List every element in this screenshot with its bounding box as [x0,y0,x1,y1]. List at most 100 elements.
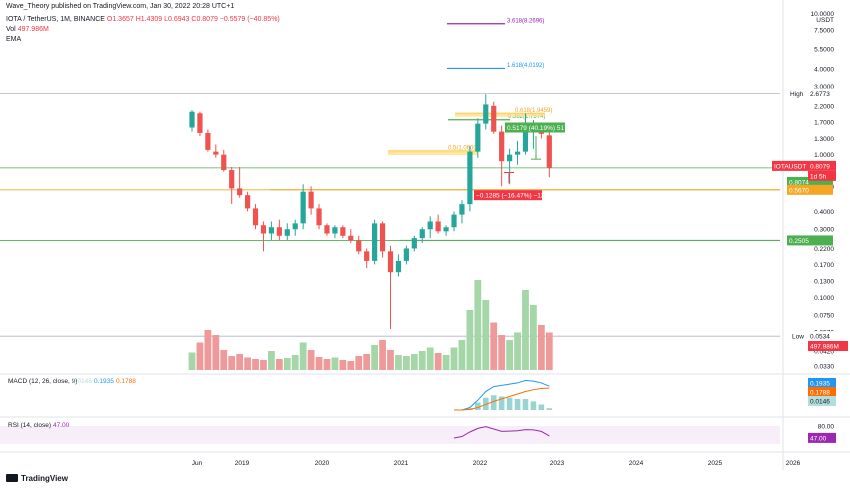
macd-line[interactable] [454,379,550,411]
candle-body[interactable] [252,208,259,226]
volume-bar[interactable] [537,325,545,370]
volume-bar[interactable] [522,290,529,370]
volume-bar[interactable] [188,352,196,371]
volume-bar[interactable] [307,350,315,370]
candle-body[interactable] [522,127,529,152]
candle-body[interactable] [499,131,505,162]
candle-body[interactable] [229,170,235,189]
volume-bar[interactable] [339,360,347,370]
candle-body[interactable] [475,123,481,152]
candle-body[interactable] [507,154,513,162]
rsi-title[interactable]: RSI (14, close) [8,422,51,429]
volume-bar[interactable] [410,354,418,370]
candle-body[interactable] [364,251,370,261]
volume-bar[interactable] [299,342,307,371]
volume-bar[interactable] [244,357,251,371]
candle-body[interactable] [276,227,282,236]
candle-body[interactable] [435,221,441,232]
candle-body[interactable] [427,221,433,230]
volume-bar[interactable] [315,357,323,370]
volume-bar[interactable] [450,347,458,371]
volume-bar[interactable] [498,335,506,370]
volume-bar[interactable] [371,345,379,370]
candle-body[interactable] [395,260,402,273]
volume-bar[interactable] [426,347,434,371]
symbol-name[interactable]: IOTA / TetherUS, 1M, BINANCE [6,16,105,23]
candle-body[interactable] [237,188,243,196]
volume-bar[interactable] [236,354,244,370]
volume-bar[interactable] [482,300,490,370]
candle-body[interactable] [348,235,354,241]
volume-bar[interactable] [331,357,339,371]
candle-body[interactable] [491,105,497,132]
ema-legend[interactable]: EMA [6,36,22,43]
candle-body[interactable] [356,240,362,252]
candle-body[interactable] [268,227,274,234]
candle-body[interactable] [300,191,306,224]
volume-bar[interactable] [347,361,355,370]
candle-body[interactable] [483,104,489,124]
volume-bar[interactable] [260,360,267,370]
candle-body[interactable] [546,135,552,168]
candle-body[interactable] [387,251,394,273]
volume-bar[interactable] [395,355,402,370]
volume-bar[interactable] [252,359,259,370]
volume-legend[interactable]: Vol 497.986M [6,25,49,34]
volume-bar[interactable] [434,353,442,370]
candle-body[interactable] [189,111,195,128]
candle-body[interactable] [308,191,314,209]
candle-body[interactable] [443,227,449,232]
candle-body[interactable] [379,223,386,252]
price-tick-label: 0.2200 [814,246,834,253]
candle-body[interactable] [244,195,251,209]
candle-body[interactable] [467,151,473,205]
volume-bar[interactable] [355,356,363,370]
rsi-line[interactable] [453,426,550,439]
volume-bar[interactable] [228,356,236,370]
candle-body[interactable] [213,151,219,155]
volume-bar[interactable] [458,340,466,370]
candle-body[interactable] [221,154,227,171]
volume-bar[interactable] [196,342,204,371]
candle-body[interactable] [403,248,409,261]
volume-bar[interactable] [402,356,410,370]
candle-body[interactable] [372,223,378,261]
volume-bar[interactable] [268,351,275,370]
volume-bar[interactable] [545,332,553,371]
volume-bar[interactable] [466,310,474,370]
volume-bar[interactable] [379,340,386,370]
candle-body[interactable] [260,225,267,234]
volume-bar[interactable] [442,355,450,370]
volume-bar[interactable] [283,358,291,370]
volume-bar[interactable] [291,355,299,370]
volume-bar[interactable] [220,350,228,370]
volume-bar[interactable] [514,332,521,371]
volume-bar[interactable] [363,354,371,370]
candle-body[interactable] [411,238,417,249]
volume-bar[interactable] [418,351,426,370]
volume-bar[interactable] [530,305,537,370]
candle-body[interactable] [451,214,457,228]
volume-bar[interactable] [506,340,513,370]
volume-bar[interactable] [212,335,220,370]
macd-line[interactable] [454,387,550,411]
candle-body[interactable] [316,208,322,226]
macd-title[interactable]: MACD (12, 26, close, 9) [8,378,77,385]
volume-bar[interactable] [275,359,283,370]
candle-body[interactable] [419,229,425,239]
candle-body[interactable] [292,223,298,230]
candle-body[interactable] [514,151,521,155]
candle-body[interactable] [284,229,290,236]
candle-body[interactable] [340,227,346,236]
volume-bar[interactable] [474,280,482,370]
candle-body[interactable] [459,204,465,215]
volume-bar[interactable] [387,350,394,370]
volume-bar[interactable] [490,322,498,371]
candle-body[interactable] [205,132,211,150]
volume-bar[interactable] [204,330,212,370]
volume-bar[interactable] [323,359,331,370]
candle-body[interactable] [332,227,338,234]
candle-body[interactable] [324,225,330,234]
candle-body[interactable] [197,113,203,133]
